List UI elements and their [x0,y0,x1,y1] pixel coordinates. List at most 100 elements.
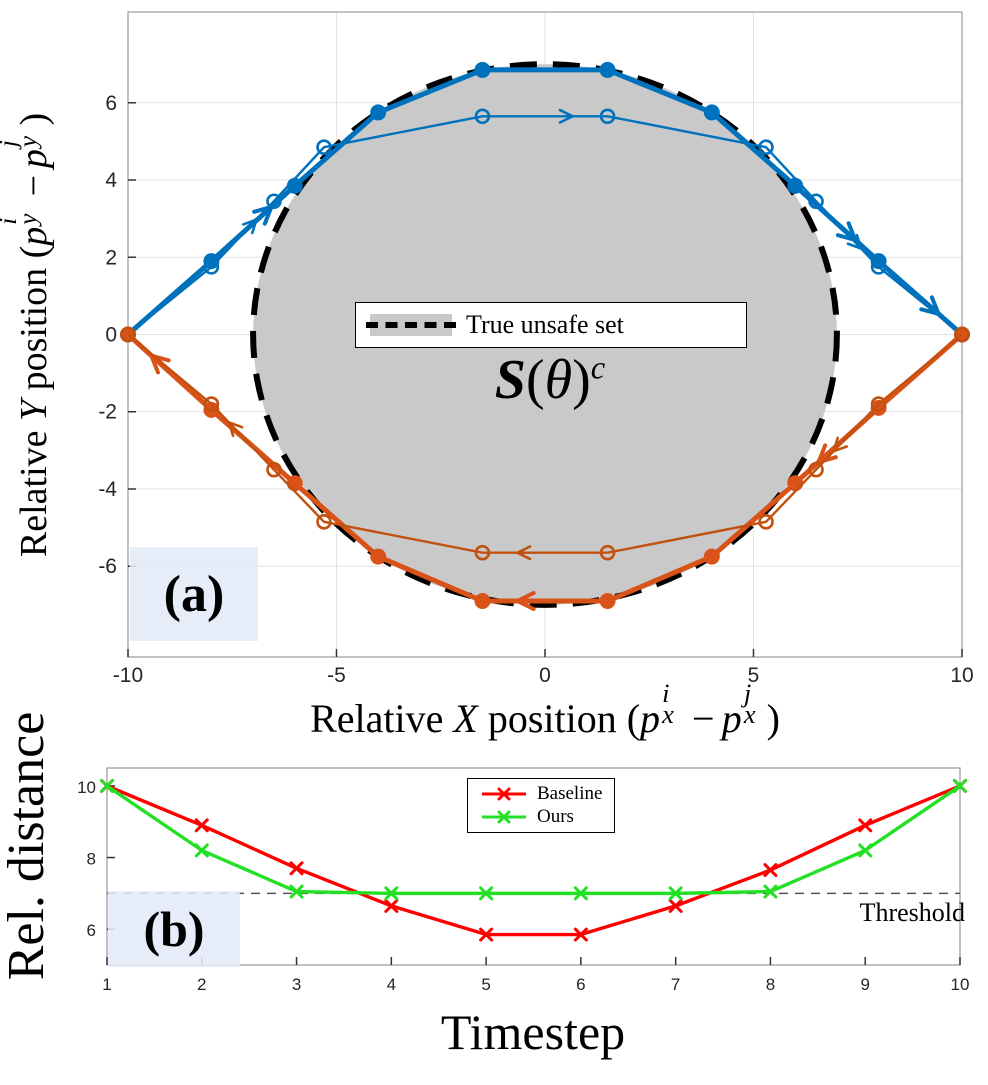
dashed-edge-sample [366,322,456,328]
marker-x [668,898,683,913]
y-tick-label: 6 [105,92,117,115]
legend-entry-ours: Ours [480,806,602,828]
unsafe-set-legend-label: True unsafe set [466,310,624,339]
unsafe-set-swatch [366,314,456,336]
marker-x [289,861,304,876]
panel-b-legend: Baseline Ours [467,778,616,833]
panel-b-x-axis-label: Timestep [440,1004,626,1060]
x-tick-label: 9 [860,975,869,994]
marker-open-circle [808,461,824,478]
marker-open-circle [954,326,970,343]
legend-line-sample [482,787,526,801]
marker-filled-circle [703,104,720,121]
marker-open-circle [316,139,332,155]
marker-x [384,898,399,913]
marker-x [479,886,494,901]
marker-open-circle [266,193,282,210]
legend-entry-label: Ours [537,806,574,827]
marker-open-circle [758,139,774,155]
direction-arrow [919,295,943,317]
x-tick-label: 3 [292,975,301,994]
series-line-blue-trajectory-thin [127,115,963,336]
x-tick-label: 1 [102,975,111,994]
x-tick-label: 4 [387,975,396,994]
marker-open-circle [120,326,136,343]
marker-open-circle [599,544,616,561]
marker-filled-circle [787,475,804,492]
threshold-label: Threshold [859,898,965,927]
marker-filled-circle [286,475,303,492]
panel-a-tag: (a) [130,547,258,641]
direction-arrow [815,443,838,466]
y-tick-label: -4 [98,478,117,501]
legend-entry-label: Baseline [537,783,603,804]
marker-open-circle [203,259,220,275]
marker-x [289,884,304,899]
y-tick-label: 8 [87,850,96,869]
x-tick-label: 5 [748,664,760,687]
y-tick-label: -6 [98,555,117,578]
direction-arrow [558,108,576,124]
marker-filled-circle [599,592,616,609]
marker-open-circle [203,396,220,412]
marker-x [194,843,209,858]
direction-arrow [846,233,864,251]
direction-arrow [835,221,859,244]
y-tick-label: 6 [87,921,96,940]
panel-b-y-axis-label: Rel. distance [0,711,55,981]
direction-arrow [241,217,259,235]
x-tick-label: -10 [113,664,143,687]
y-tick-label: 2 [105,246,117,269]
panel-a-x-axis-label: Relative X position (p i x − p j x) [310,678,780,741]
marker-open-circle [870,396,887,412]
direction-arrow [512,591,536,611]
marker-x [763,863,778,878]
panel-a-legend: True unsafe set [355,302,747,348]
x-tick-label: 2 [197,975,206,994]
y-tick-label: 0 [105,324,117,347]
panel-a-y-axis-label: Relative Y position (piy−pjy) [0,112,55,558]
marker-x [953,778,967,793]
x-tick-label: 5 [481,975,490,994]
unsafe-set-math-label: S(θ)c [494,349,606,411]
marker-open-circle [474,544,491,561]
marker-open-circle [599,108,616,125]
x-tick-label: -5 [327,664,346,687]
series-line-Ours [106,784,961,896]
marker-x [858,818,873,833]
marker-filled-circle [474,592,491,609]
marker-x [194,818,209,833]
x-tick-label: 0 [539,664,551,687]
axes-box [106,767,961,966]
marker-open-circle [870,259,887,275]
marker-open-circle [266,461,282,478]
marker-filled-circle [474,61,491,78]
series-line-Baseline [106,784,961,937]
marker-x [763,884,778,899]
marker-filled-circle [870,399,887,416]
y-tick-label: 4 [105,169,117,192]
y-tick-label: -2 [98,401,117,424]
marker-filled-circle [370,548,387,565]
x-tick-label: 8 [766,975,775,994]
marker-filled-circle [370,104,387,121]
x-tick-label: 7 [671,975,680,994]
x-tick-label: 6 [576,975,585,994]
marker-filled-circle [599,61,616,78]
x-tick-label: 10 [950,664,973,687]
marker-open-circle [758,514,774,530]
marker-x [573,886,588,901]
legend-line-sample [482,810,526,824]
direction-arrow [514,545,532,561]
y-tick-label: 10 [77,778,96,797]
marker-x [384,886,399,901]
x-tick-label: 10 [951,975,970,994]
marker-x [858,843,873,858]
marker-x [668,886,683,901]
marker-open-circle [316,514,332,530]
panel-b-plot: 1 2 3 4 5 6 7 8 9 10 6 8 10 [77,767,970,994]
marker-open-circle [808,193,824,210]
marker-x [479,927,494,942]
marker-filled-circle [703,548,720,565]
